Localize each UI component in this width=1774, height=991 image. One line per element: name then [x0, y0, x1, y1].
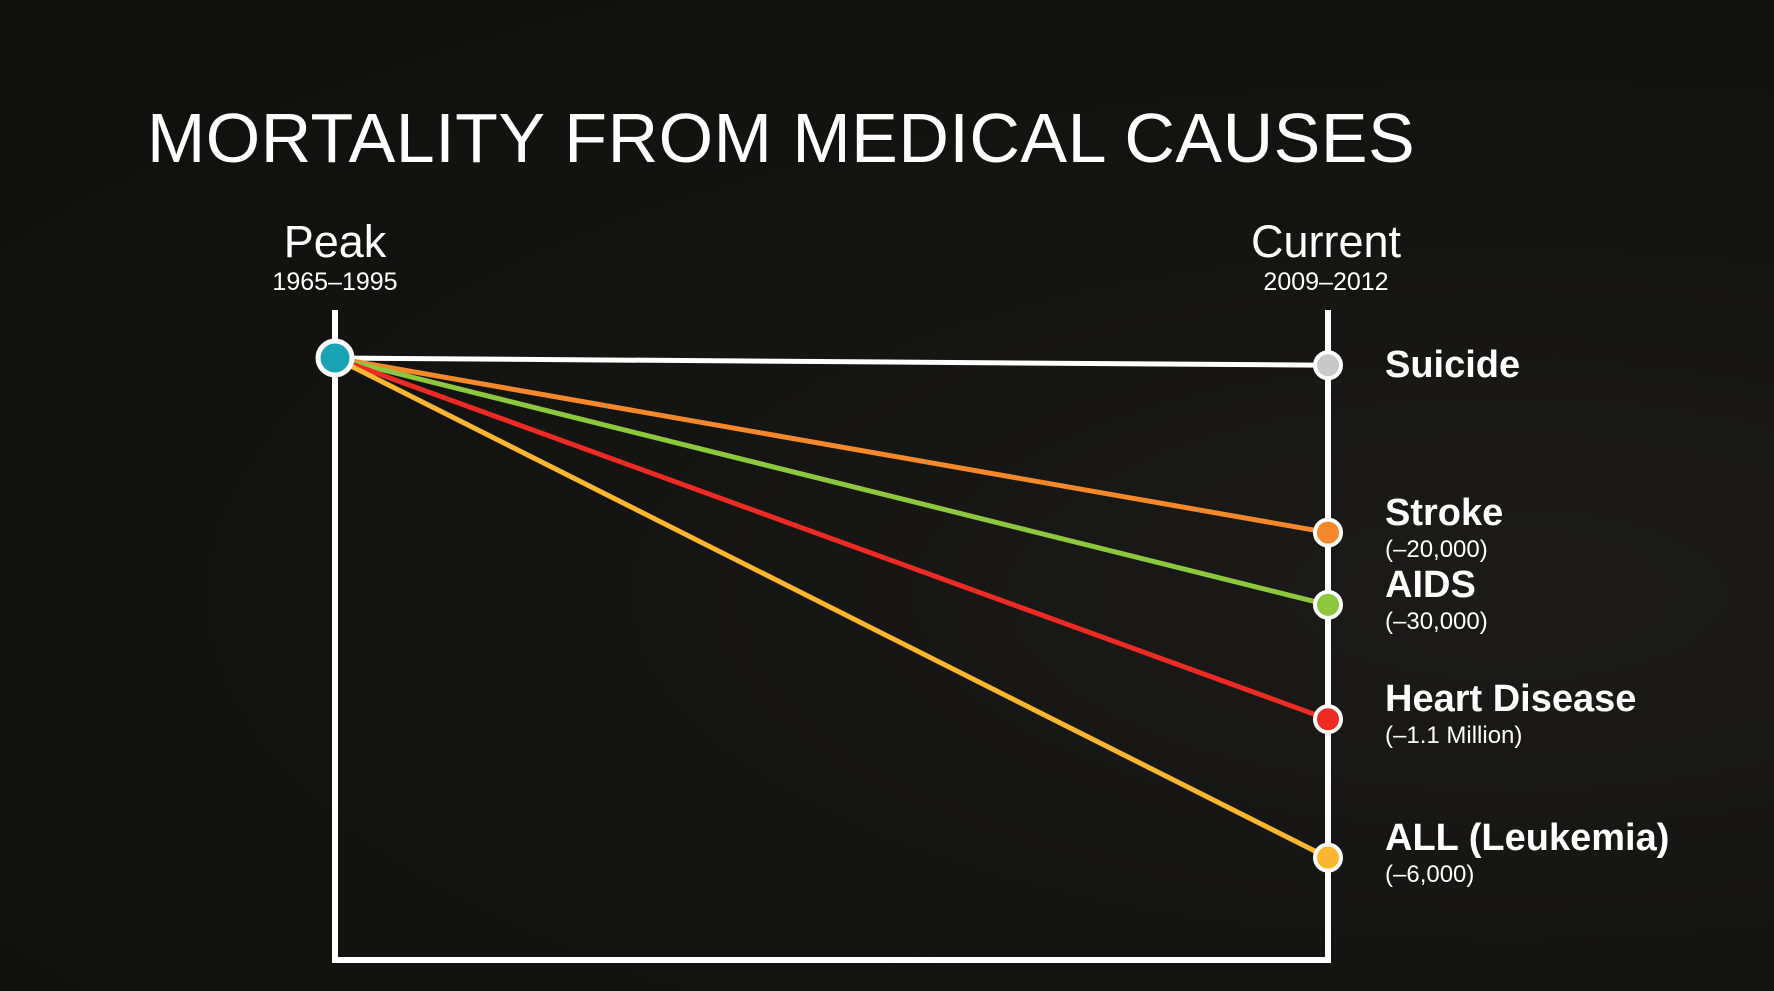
cause-label-all-leukemia: ALL (Leukemia) (–6,000) — [1385, 819, 1669, 887]
current-label: Current — [1250, 216, 1402, 267]
series-line-aids — [332, 355, 1331, 608]
current-column-header: Current 2009–2012 — [1196, 219, 1456, 295]
series-line-stroke — [332, 355, 1331, 536]
cause-label-aids: AIDS (–30,000) — [1385, 566, 1488, 634]
series-line-all-leukemia — [332, 355, 1331, 861]
current-point-heart-disease — [1313, 704, 1343, 735]
cause-label-stroke: Stroke (–20,000) — [1385, 494, 1503, 562]
cause-change: (–20,000) — [1385, 535, 1488, 563]
peak-point — [315, 338, 355, 378]
current-point-suicide — [1313, 350, 1343, 381]
peak-column-header: Peak 1965–1995 — [205, 219, 465, 295]
cause-name: AIDS — [1385, 563, 1476, 606]
cause-change: (–1.1 Million) — [1385, 722, 1523, 750]
series-line-heart-disease — [332, 355, 1331, 722]
cause-change: (–30,000) — [1385, 607, 1488, 635]
cause-name: Stroke — [1385, 491, 1504, 534]
series-line-suicide — [332, 355, 1331, 368]
slide-title: MORTALITY FROM MEDICAL CAUSES — [147, 99, 1416, 177]
cause-name: Suicide — [1385, 344, 1521, 387]
cause-name: ALL (Leukemia) — [1385, 816, 1670, 859]
peak-years: 1965–1995 — [272, 268, 398, 296]
cause-label-heart-disease: Heart Disease (–1.1 Million) — [1385, 680, 1636, 748]
cause-change: (–6,000) — [1385, 860, 1475, 888]
cause-label-suicide: Suicide — [1385, 346, 1520, 384]
current-point-all-leukemia — [1313, 842, 1343, 873]
peak-label: Peak — [283, 216, 387, 267]
current-years: 2009–2012 — [1263, 268, 1389, 296]
current-point-stroke — [1313, 517, 1343, 548]
cause-name: Heart Disease — [1385, 678, 1637, 721]
current-point-aids — [1313, 589, 1343, 620]
